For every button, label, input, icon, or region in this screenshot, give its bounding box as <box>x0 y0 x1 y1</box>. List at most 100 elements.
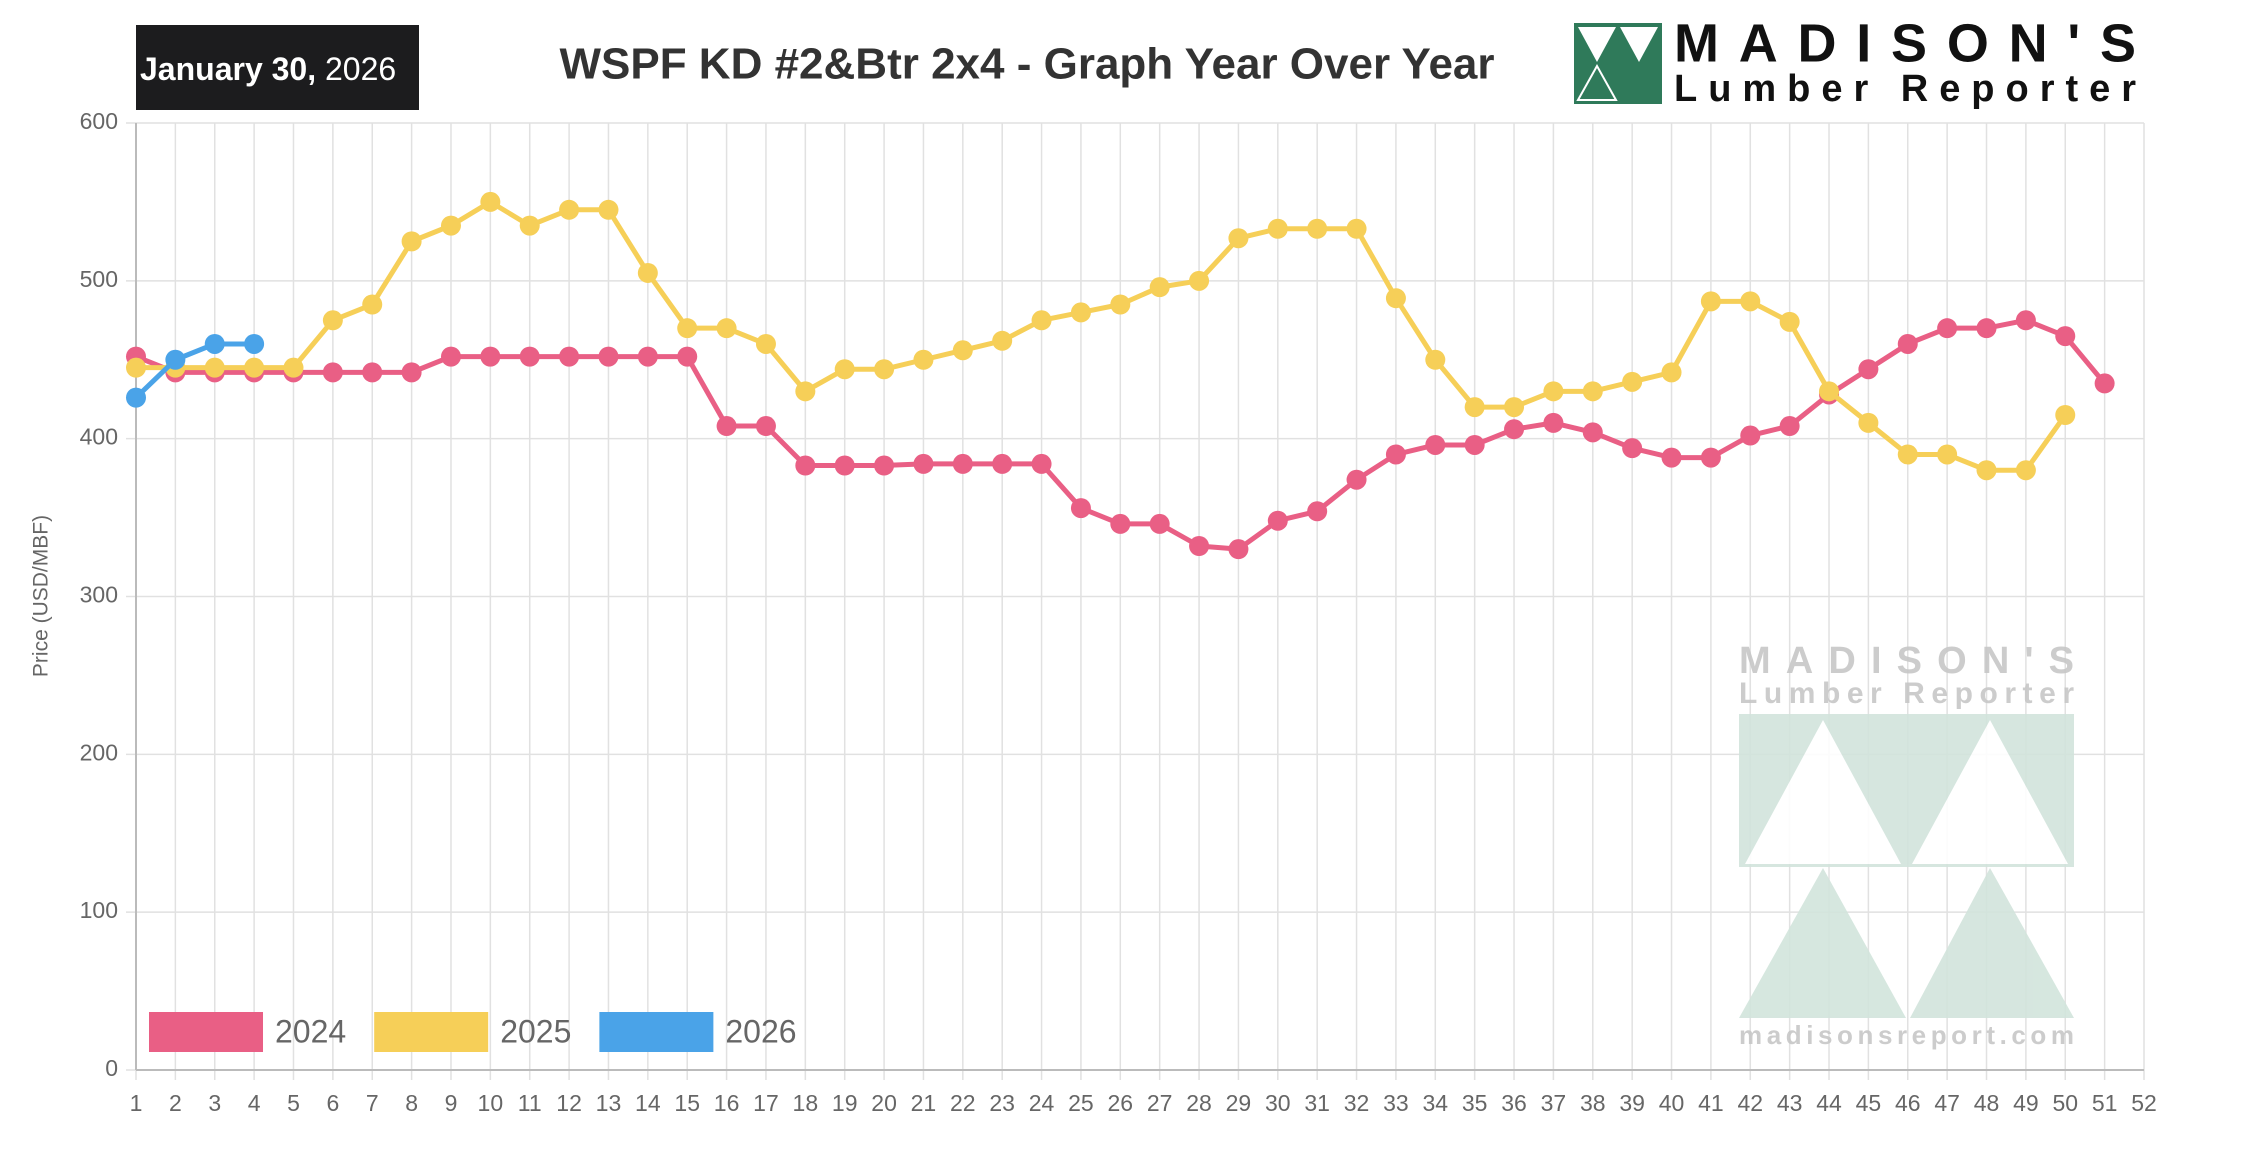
point <box>598 199 619 220</box>
point <box>1228 228 1249 249</box>
point <box>1779 311 1800 332</box>
point <box>1622 438 1643 459</box>
x-tick-label: 34 <box>1422 1090 1448 1116</box>
point <box>244 333 265 354</box>
point <box>598 346 619 367</box>
x-tick-label: 50 <box>2052 1090 2078 1116</box>
point <box>1740 425 1761 446</box>
x-tick-label: 31 <box>1304 1090 1330 1116</box>
x-tick-label: 22 <box>950 1090 976 1116</box>
point <box>1385 444 1406 465</box>
x-tick-label: 9 <box>445 1090 458 1116</box>
y-axis-label: Price (USD/MBF) <box>30 515 53 677</box>
x-tick-label: 41 <box>1698 1090 1724 1116</box>
point <box>2055 404 2076 425</box>
point <box>992 330 1013 351</box>
point <box>1464 397 1485 418</box>
point <box>1504 397 1525 418</box>
x-tick-label: 51 <box>2092 1090 2118 1116</box>
point <box>559 346 580 367</box>
x-tick-label: 17 <box>753 1090 779 1116</box>
y-tick-label: 500 <box>80 266 118 292</box>
point <box>1307 501 1328 522</box>
point <box>1228 539 1249 560</box>
y-tick-label: 300 <box>80 582 118 608</box>
point <box>1897 444 1918 465</box>
point <box>1543 412 1564 433</box>
x-tick-label: 2 <box>169 1090 182 1116</box>
legend-swatch <box>149 1012 263 1052</box>
point <box>440 215 461 236</box>
point <box>874 359 895 380</box>
x-tick-label: 48 <box>1974 1090 2000 1116</box>
point <box>1307 218 1328 239</box>
point <box>1976 318 1997 339</box>
x-tick-label: 20 <box>871 1090 897 1116</box>
x-tick-label: 29 <box>1226 1090 1252 1116</box>
point <box>1189 270 1210 291</box>
x-tick-label: 10 <box>478 1090 504 1116</box>
point <box>1700 447 1721 468</box>
logo: MADISON'S Lumber Reporter <box>1574 13 2136 110</box>
point <box>913 453 934 474</box>
point <box>795 455 816 476</box>
x-tick-label: 47 <box>1934 1090 1960 1116</box>
legend-swatch <box>374 1012 489 1052</box>
point <box>126 357 146 378</box>
point <box>637 346 658 367</box>
point <box>834 455 855 476</box>
x-tick-label: 32 <box>1344 1090 1370 1116</box>
date: January 30, 2026 <box>140 51 396 87</box>
x-tick-label: 7 <box>366 1090 379 1116</box>
legend-label: 2024 <box>275 1013 346 1049</box>
point <box>322 362 343 383</box>
y-tick-label: 0 <box>105 1055 118 1081</box>
point <box>1425 434 1446 455</box>
point <box>1700 291 1721 312</box>
x-tick-label: 3 <box>208 1090 221 1116</box>
point <box>1858 359 1879 380</box>
point <box>795 381 816 402</box>
point <box>2055 326 2076 347</box>
point <box>401 231 422 252</box>
point <box>244 357 265 378</box>
y-tick-label: 200 <box>80 739 118 765</box>
x-tick-label: 42 <box>1737 1090 1763 1116</box>
point <box>519 215 540 236</box>
x-tick-label: 13 <box>596 1090 622 1116</box>
x-tick-label: 4 <box>248 1090 261 1116</box>
x-tick-label: 33 <box>1383 1090 1409 1116</box>
point <box>834 359 855 380</box>
point <box>204 357 225 378</box>
x-tick-label: 35 <box>1462 1090 1488 1116</box>
point <box>637 262 658 283</box>
legend-label: 2025 <box>500 1013 571 1049</box>
point <box>1858 412 1879 433</box>
x-tick-label: 8 <box>405 1090 418 1116</box>
watermark: MADISON'S Lumber Reporter madisonsreport… <box>1739 640 2074 1050</box>
watermark-url: madisonsreport.com <box>1739 1020 2074 1050</box>
point <box>1543 381 1564 402</box>
point <box>1385 288 1406 309</box>
legend-swatch <box>599 1012 714 1052</box>
point <box>2015 310 2036 331</box>
point <box>1582 422 1603 443</box>
point <box>677 318 698 339</box>
point <box>1110 294 1131 315</box>
x-tick-label: 21 <box>911 1090 937 1116</box>
point <box>1819 381 1840 402</box>
point <box>1110 513 1131 534</box>
x-tick-label: 45 <box>1856 1090 1882 1116</box>
point <box>1937 444 1958 465</box>
point <box>1622 371 1643 392</box>
point <box>755 333 776 354</box>
x-tick-label: 1 <box>130 1090 143 1116</box>
x-tick-label: 14 <box>635 1090 661 1116</box>
grid <box>126 122 2145 1080</box>
x-tick-label: 12 <box>556 1090 582 1116</box>
point <box>1504 419 1525 440</box>
point <box>2015 460 2036 481</box>
point <box>1740 291 1761 312</box>
point <box>401 362 422 383</box>
